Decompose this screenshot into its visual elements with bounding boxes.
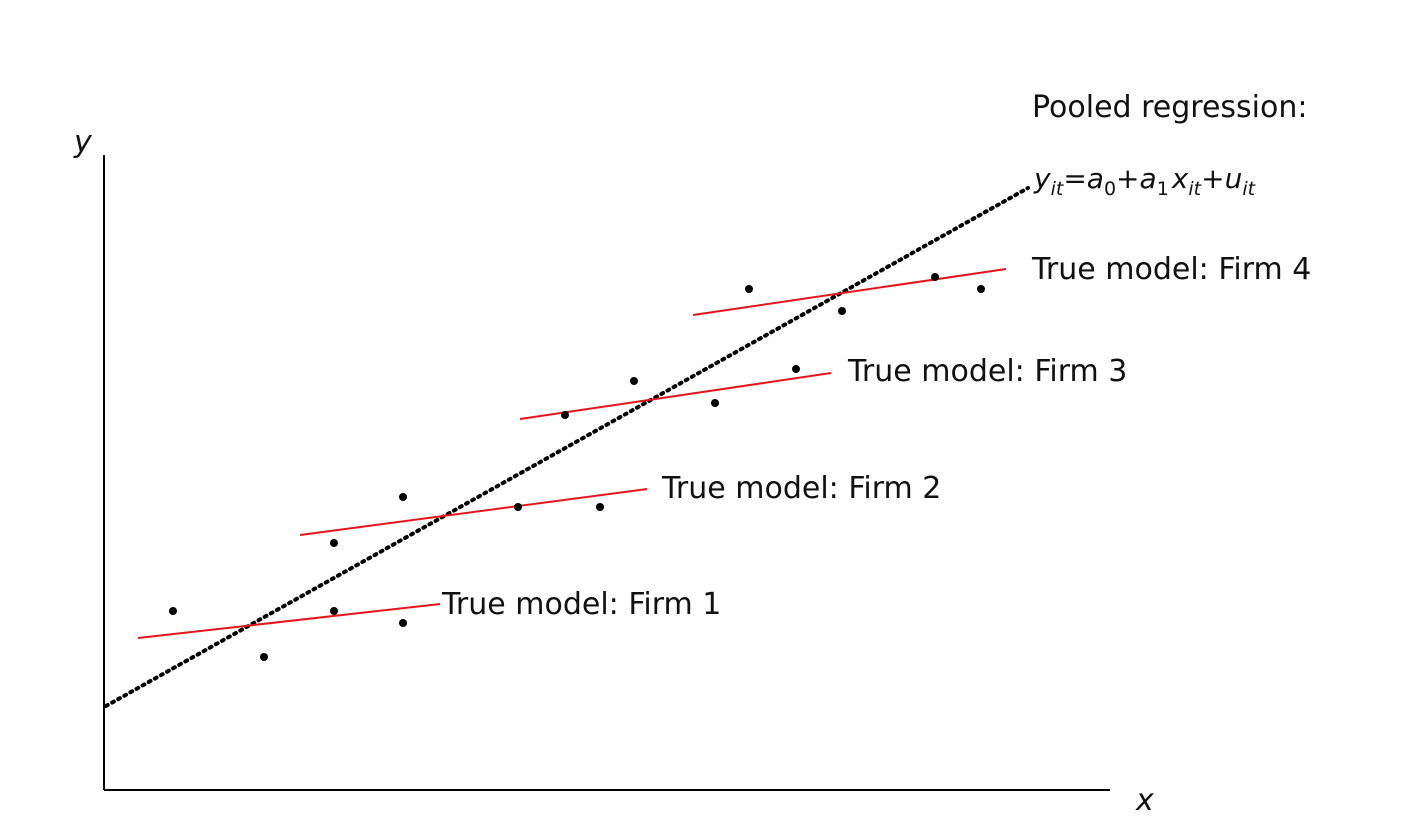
eq-a0: a [1087,162,1104,195]
firm-2-line [299,488,648,536]
eq-y-subscript: it [1051,178,1065,200]
pooled-regression-line [104,186,1030,708]
firm-1-group: True model: Firm 1 [137,587,721,661]
firm-4-point [977,285,985,293]
firm-1-point [399,619,407,627]
firm-2-point [514,503,522,511]
x-axis-label: x [1135,783,1154,818]
firm-1-point [169,607,177,615]
firm-1-point [260,653,268,661]
eq-x-subscript: it [1188,178,1202,200]
firm-3-label: True model: Firm 3 [847,354,1127,389]
firm-4-label: True model: Firm 4 [1031,252,1311,287]
firm-3-group: True model: Firm 3 [519,354,1127,420]
pooled-regression-label: Pooled regression: [1032,90,1307,125]
firm-4-point [931,273,939,281]
firm-4-point [838,307,846,315]
pooled-regression-equation: yit=a0+a1 xit+uit [1033,162,1257,200]
pooled-regression-annotation: Pooled regression: yit=a0+a1 xit+uit [1032,90,1307,200]
firm-4-point [745,285,753,293]
firm-2-point [330,539,338,547]
firm-1-label: True model: Firm 1 [441,587,721,622]
eq-x: x [1171,162,1189,195]
firm-4-line [692,268,1007,316]
eq-y: y [1033,162,1051,195]
eq-plus-2: + [1201,162,1224,195]
y-axis-label: y [73,125,93,160]
eq-a1: a [1140,162,1157,195]
firm-3-point [561,411,569,419]
firm-3-point [630,377,638,385]
firm-1-line [137,603,441,639]
eq-u: u [1225,162,1243,195]
firm-2-point [596,503,604,511]
eq-plus-1: + [1116,162,1139,195]
firm-2-group: True model: Firm 2 [299,471,941,547]
firm-2-label: True model: Firm 2 [661,471,941,506]
eq-a1-subscript: 1 [1157,178,1169,200]
firm-3-line [519,372,832,420]
eq-equals: = [1063,162,1086,195]
axes: y x [73,125,1154,818]
eq-u-subscript: it [1242,178,1256,200]
firm-3-point [711,399,719,407]
firm-4-group: True model: Firm 4 [692,252,1311,316]
firm-2-point [399,493,407,501]
eq-a0-subscript: 0 [1104,178,1116,200]
firm-1-point [330,607,338,615]
firm-3-point [792,365,800,373]
